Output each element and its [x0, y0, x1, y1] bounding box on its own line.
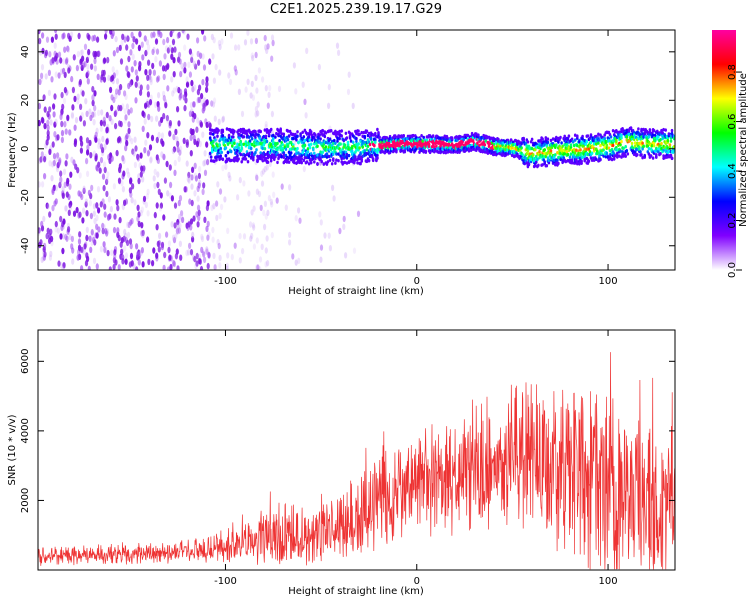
x-tick-label: 0: [414, 276, 420, 287]
x-tick-label: -100: [214, 576, 237, 587]
x-tick-label: -100: [214, 276, 237, 287]
top-x-axis-label: Height of straight line (km): [288, 286, 424, 297]
x-tick-label: 0: [414, 576, 420, 587]
snr-panel: -100 0 100 2000 4000 6000 Height of straight…: [7, 329, 676, 597]
colorbar-gradient: [712, 30, 736, 270]
top-x-axis: -100 0 100: [214, 30, 618, 287]
top-y-axis-label: Frequency (Hz): [7, 112, 18, 188]
bottom-x-axis-label: Height of straight line (km): [288, 586, 424, 597]
y-tick-label: 40: [20, 45, 31, 58]
spectrogram-scatter: [38, 30, 361, 270]
x-tick-label: 100: [599, 276, 618, 287]
spectrogram-ridge: [208, 126, 675, 169]
y-tick-label: 0: [20, 146, 31, 152]
spectrogram-frame: [37, 29, 676, 271]
colorbar: 0.0 0.2 0.4 0.6 0.8 Normalized spectral ampl…: [712, 30, 749, 278]
colorbar-tick-label: 0.8: [727, 64, 738, 80]
bottom-y-axis-label: SNR (10 * v/v): [7, 414, 18, 485]
colorbar-tick-label: 0.4: [727, 163, 738, 179]
top-y-axis: -40 -20 0 20 40: [20, 45, 675, 254]
y-tick-label: 2000: [20, 488, 31, 513]
spectrogram-panel: -100 0 100 -40 -20 0 20 40 Height of straight …: [7, 29, 676, 297]
bottom-x-axis: -100 0 100: [214, 330, 618, 587]
colorbar-tick-label: 0.2: [727, 213, 738, 229]
y-tick-label: -40: [20, 238, 31, 254]
y-tick-label: 4000: [20, 418, 31, 443]
bottom-y-axis: 2000 4000 6000: [20, 349, 675, 513]
colorbar-ticks: 0.0 0.2 0.4 0.6 0.8: [727, 64, 742, 278]
colorbar-tick-label: 0.0: [727, 262, 738, 278]
x-tick-label: 100: [599, 576, 618, 587]
colorbar-tick-label: 0.6: [727, 114, 738, 130]
snr-series-line: [38, 352, 675, 570]
y-tick-label: 20: [20, 94, 31, 107]
snr-frame: [37, 329, 676, 571]
colorbar-label: Normalized spectral amplitude: [738, 73, 749, 227]
chart-title: C2E1.2025.239.19.17.G29: [269, 2, 443, 17]
y-tick-label: -20: [20, 189, 31, 205]
y-tick-label: 6000: [20, 349, 31, 374]
